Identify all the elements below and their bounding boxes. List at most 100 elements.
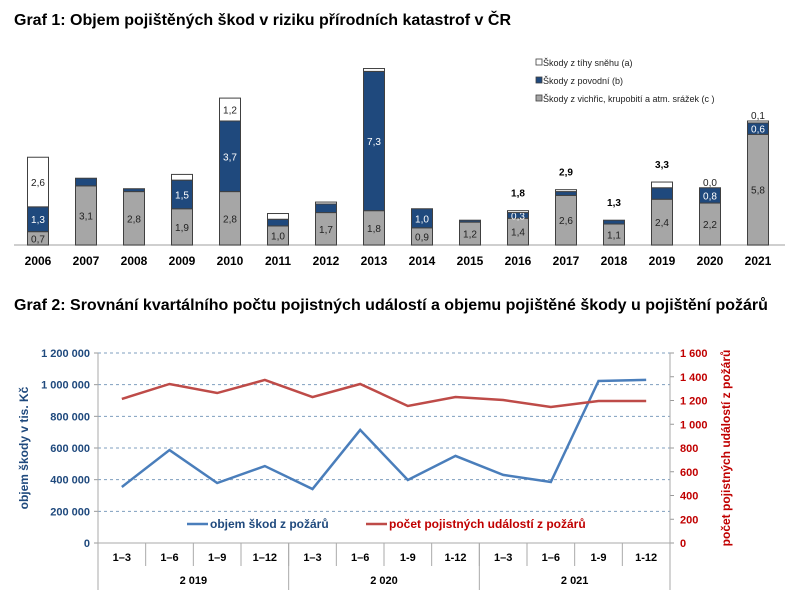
bar-label: 1,2 xyxy=(463,230,477,241)
bar-segment-2011-1 xyxy=(267,218,289,227)
bar-label: 0,3 xyxy=(511,211,525,222)
bar-label: 1,7 xyxy=(319,225,333,236)
y-tick-label: 1 000 000 xyxy=(41,380,90,392)
bar-segment-2017-2 xyxy=(555,189,577,193)
bar-label: 2,2 xyxy=(703,220,717,231)
x-tick-label: 1–3 xyxy=(113,552,131,564)
x-tick-label: 1–6 xyxy=(160,552,178,564)
y2-tick-label: 1 000 xyxy=(680,419,708,431)
x-tick-label: 1-12 xyxy=(635,552,657,564)
chart2-title: Graf 2: Srovnání kvartálního počtu pojis… xyxy=(14,297,768,314)
x-tick-label: 1–3 xyxy=(494,552,512,564)
bar-segment-2008-1 xyxy=(123,188,145,193)
x-tick-label: 1-9 xyxy=(591,552,607,564)
x-tick-label: 1–3 xyxy=(303,552,321,564)
bar-segment-2019-2 xyxy=(651,181,673,189)
x-tick-label: 2016 xyxy=(505,254,532,268)
bar-label: 7,3 xyxy=(367,137,381,148)
bar-label: 1,8 xyxy=(367,224,381,235)
bar-segment-2006-2 xyxy=(27,156,49,208)
x-tick-label: 2013 xyxy=(361,254,388,268)
x-tick-label: 2008 xyxy=(121,254,148,268)
chart1-title: Graf 1: Objem pojištěných škod v riziku … xyxy=(14,12,511,29)
y-tick-label: 1 200 000 xyxy=(41,348,90,360)
total-label: 1,3 xyxy=(607,198,621,209)
x-tick-label: 2015 xyxy=(457,254,484,268)
legend-swatch xyxy=(535,94,543,102)
bar-label: 0,1 xyxy=(751,111,765,122)
y-tick-label: 800 000 xyxy=(50,411,90,423)
bar-segment-2014-1 xyxy=(411,208,433,229)
x-tick-label: 2009 xyxy=(169,254,196,268)
bar-label: 5,8 xyxy=(751,186,765,197)
x-tick-label: 2017 xyxy=(553,254,580,268)
x-tick-label: 2021 xyxy=(745,254,772,268)
x-tick-label: 2007 xyxy=(73,254,100,268)
legend-label: Škody z povodní (b) xyxy=(543,76,623,86)
x-tick-label: 2019 xyxy=(649,254,676,268)
bar-label: 3,7 xyxy=(223,152,237,163)
y2-tick-label: 200 xyxy=(680,514,698,526)
bar-segment-2020-1 xyxy=(699,187,721,204)
bar-segment-2021-2 xyxy=(747,120,769,124)
bar-segment-2018-1 xyxy=(603,219,625,225)
bar-label: 1,3 xyxy=(31,215,45,226)
y-tick-label: 0 xyxy=(84,538,90,550)
bar-label: 1,4 xyxy=(511,228,525,239)
y-tick-label: 200 000 xyxy=(50,506,90,518)
bar-segment-2011-2 xyxy=(267,213,289,220)
x-tick-label: 1–12 xyxy=(253,552,277,564)
bar-label: 1,9 xyxy=(175,223,189,234)
bar-label: 2,4 xyxy=(655,218,669,229)
x-tick-label: 1–6 xyxy=(351,552,369,564)
bar-label: 0,9 xyxy=(415,232,429,243)
group-label: 2 019 xyxy=(180,575,208,587)
bar-segment-2007-1 xyxy=(75,177,97,187)
legend-swatch xyxy=(535,58,543,66)
x-tick-label: 2018 xyxy=(601,254,628,268)
x-tick-label: 1–9 xyxy=(208,552,226,564)
y2-tick-label: 1 600 xyxy=(680,348,708,360)
bar-label: 0,0 xyxy=(703,178,717,189)
legend-label: Škody z tíhy sněhu (a) xyxy=(543,58,633,68)
bar-segment-2015-1 xyxy=(459,219,481,223)
bar-label: 0,7 xyxy=(31,234,45,245)
series-line-objem xyxy=(121,378,647,491)
bar-segment-2017-1 xyxy=(555,191,577,196)
x-tick-label: 2006 xyxy=(25,254,52,268)
bar-segment-2012-2 xyxy=(315,201,337,205)
y2-tick-label: 600 xyxy=(680,467,698,479)
bar-segment-2010-2 xyxy=(219,97,241,122)
x-tick-label: 1-12 xyxy=(444,552,466,564)
legend-label: Škody z vichřic, krupobití a atm. srážek… xyxy=(543,94,715,104)
group-label: 2 021 xyxy=(561,575,589,587)
bar-label: 2,6 xyxy=(31,178,45,189)
legend-label: počet pojistných událostí z požárů xyxy=(389,517,586,531)
total-label: 3,3 xyxy=(655,160,669,171)
bar-label: 1,2 xyxy=(223,106,237,117)
x-tick-label: 2011 xyxy=(265,254,291,268)
bar-label: 1,1 xyxy=(607,231,621,242)
x-tick-label: 2010 xyxy=(217,254,244,268)
bar-label: 2,8 xyxy=(223,214,237,225)
x-tick-label: 1–6 xyxy=(542,552,560,564)
bar-label: 2,8 xyxy=(127,214,141,225)
x-tick-label: 2020 xyxy=(697,254,724,268)
series-line-pocet xyxy=(121,378,647,409)
y2-tick-label: 800 xyxy=(680,443,698,455)
x-tick-label: 1-9 xyxy=(400,552,416,564)
legend-swatch xyxy=(535,76,543,84)
bar-label: 3,1 xyxy=(79,211,93,222)
x-tick-label: 2012 xyxy=(313,254,340,268)
y2-tick-label: 1 200 xyxy=(680,396,708,408)
bar-segment-2019-1 xyxy=(651,187,673,200)
bar-label: 1,0 xyxy=(415,214,429,225)
bar-label: 0,6 xyxy=(751,125,765,136)
bar-segment-2016-2 xyxy=(507,210,529,214)
y-tick-label: 400 000 xyxy=(50,475,90,487)
bar-label: 1,5 xyxy=(175,190,189,201)
bar-label: 1,0 xyxy=(271,231,285,242)
total-label: 2,9 xyxy=(559,168,573,179)
bar-segment-2012-1 xyxy=(315,203,337,214)
y-tick-label: 600 000 xyxy=(50,443,90,455)
